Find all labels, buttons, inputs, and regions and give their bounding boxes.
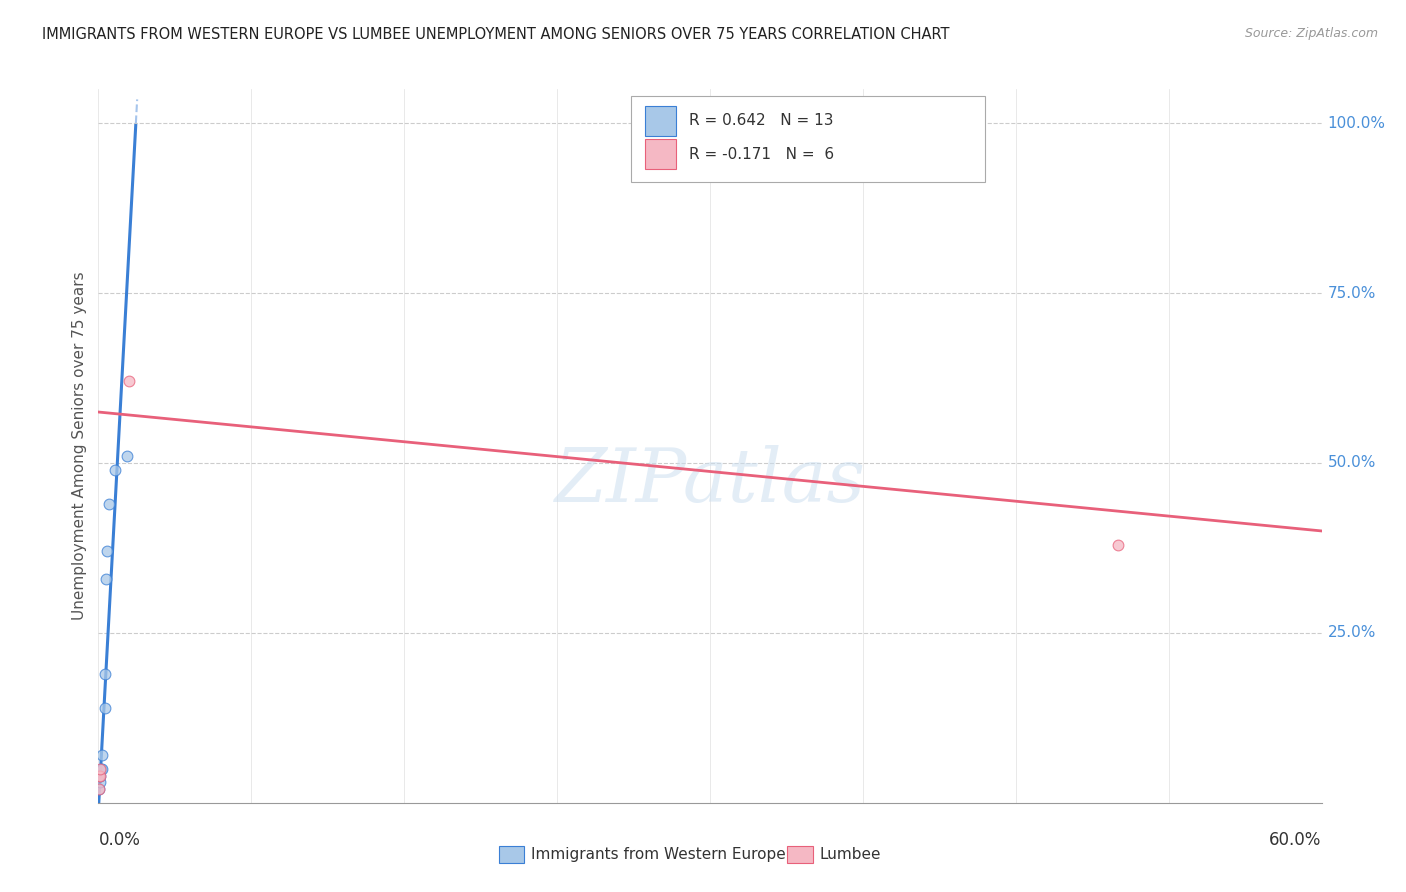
Point — [93, 700, 115, 714]
Point — [118, 375, 141, 389]
Point — [89, 762, 111, 776]
Point — [87, 782, 110, 797]
Text: R = -0.171   N =  6: R = -0.171 N = 6 — [689, 146, 834, 161]
Point — [89, 775, 111, 789]
FancyBboxPatch shape — [630, 96, 986, 182]
Y-axis label: Unemployment Among Seniors over 75 years: Unemployment Among Seniors over 75 years — [72, 272, 87, 620]
Point — [97, 497, 120, 511]
Point — [89, 769, 111, 783]
Point — [91, 762, 114, 776]
Text: Immigrants from Western Europe: Immigrants from Western Europe — [531, 847, 786, 862]
FancyBboxPatch shape — [645, 105, 676, 136]
Text: R = 0.642   N = 13: R = 0.642 N = 13 — [689, 113, 834, 128]
Text: Source: ZipAtlas.com: Source: ZipAtlas.com — [1244, 27, 1378, 40]
Text: 75.0%: 75.0% — [1327, 285, 1376, 301]
Text: 60.0%: 60.0% — [1270, 831, 1322, 849]
Point — [89, 769, 111, 783]
Text: IMMIGRANTS FROM WESTERN EUROPE VS LUMBEE UNEMPLOYMENT AMONG SENIORS OVER 75 YEAR: IMMIGRANTS FROM WESTERN EUROPE VS LUMBEE… — [42, 27, 949, 42]
Text: 25.0%: 25.0% — [1327, 625, 1376, 640]
Point — [1107, 537, 1129, 551]
Point — [89, 769, 111, 783]
Point — [91, 748, 114, 763]
Text: 50.0%: 50.0% — [1327, 456, 1376, 470]
Point — [96, 544, 118, 558]
Point — [89, 782, 111, 797]
Point — [93, 666, 115, 681]
Point — [104, 463, 127, 477]
Point — [90, 762, 112, 776]
Text: 0.0%: 0.0% — [98, 831, 141, 849]
FancyBboxPatch shape — [645, 139, 676, 169]
Point — [115, 449, 138, 463]
Point — [94, 572, 117, 586]
Text: 100.0%: 100.0% — [1327, 116, 1386, 131]
Text: ZIPatlas: ZIPatlas — [554, 445, 866, 518]
Text: Lumbee: Lumbee — [820, 847, 882, 862]
